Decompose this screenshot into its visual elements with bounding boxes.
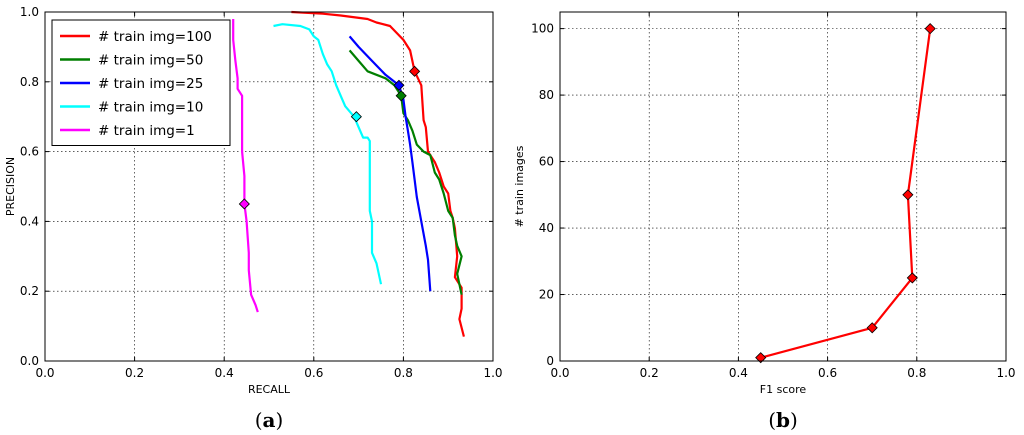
a-y-tick-label: 0.4 — [20, 214, 39, 228]
a-data-marker — [409, 65, 421, 77]
a-x-tick-label: 0.4 — [215, 366, 234, 380]
a-legend-label: # train img=50 — [98, 53, 203, 69]
panel-a-chart: 0.0 0.2 0.4 0.6 0.8 1.0 0.0 0.2 0.4 0.6 0.8 1.0 RECA… — [4, 5, 503, 432]
a-legend-label: # train img=10 — [98, 100, 203, 116]
b-plot-frame — [559, 11, 1007, 362]
a-series-line-1 — [348, 49, 463, 295]
b-data-marker — [755, 352, 767, 364]
b-x-tick-label: 0.8 — [907, 366, 926, 380]
a-series-line-4 — [232, 19, 259, 313]
a-x-tick-label: 0.2 — [125, 366, 144, 380]
b-x-tick-label: 0.0 — [550, 366, 569, 380]
panel-b-chart: 0.0 0.2 0.4 0.6 0.8 1.0 0 20 40 60 80 100 F1 score # … — [513, 11, 1016, 432]
a-series-line-0 — [291, 10, 465, 337]
a-plot-frame — [44, 11, 494, 362]
a-x-tick-label: 0.0 — [35, 366, 54, 380]
a-legend-label: # train img=100 — [98, 29, 212, 45]
a-y-axis-label: PRECISION — [4, 157, 17, 216]
a-x-tick-label: 0.6 — [304, 366, 323, 380]
b-x-tick-label: 0.6 — [818, 366, 837, 380]
a-y-tick-label: 0.6 — [20, 145, 39, 159]
a-x-tick-label: 1.0 — [483, 366, 502, 380]
a-series-line-3 — [273, 23, 383, 285]
a-x-axis-label: RECALL — [248, 383, 291, 396]
a-y-tick-label: 1.0 — [20, 5, 39, 19]
b-x-axis-label: F1 score — [760, 383, 807, 396]
b-y-tick-label: 0 — [546, 354, 554, 368]
a-panel-label: (a) — [255, 408, 284, 432]
b-y-tick-label: 20 — [539, 288, 554, 302]
a-y-tick-label: 0.0 — [20, 354, 39, 368]
a-x-tick-label: 0.8 — [394, 366, 413, 380]
b-data-marker — [902, 189, 914, 201]
a-y-tick-label: 0.8 — [20, 75, 39, 89]
b-y-tick-label: 100 — [531, 22, 554, 36]
b-data-marker — [924, 23, 936, 35]
a-data-marker — [238, 198, 250, 210]
a-y-tick-label: 0.2 — [20, 284, 39, 298]
a-series-line-2 — [348, 35, 432, 292]
b-x-tick-label: 1.0 — [996, 366, 1015, 380]
b-data-marker — [906, 272, 918, 284]
a-data-marker — [393, 79, 405, 91]
a-data-marker — [350, 111, 362, 123]
b-y-tick-label: 80 — [539, 88, 554, 102]
b-y-tick-label: 40 — [539, 221, 554, 235]
b-y-tick-label: 60 — [539, 155, 554, 169]
a-legend-label: # train img=25 — [98, 76, 203, 92]
b-x-tick-label: 0.2 — [640, 366, 659, 380]
a-legend-label: # train img=1 — [98, 123, 195, 139]
b-x-tick-label: 0.4 — [729, 366, 748, 380]
b-panel-label: (b) — [768, 408, 798, 432]
b-data-marker — [866, 322, 878, 334]
b-y-axis-label: # train images — [513, 145, 526, 227]
a-data-marker — [395, 90, 407, 102]
